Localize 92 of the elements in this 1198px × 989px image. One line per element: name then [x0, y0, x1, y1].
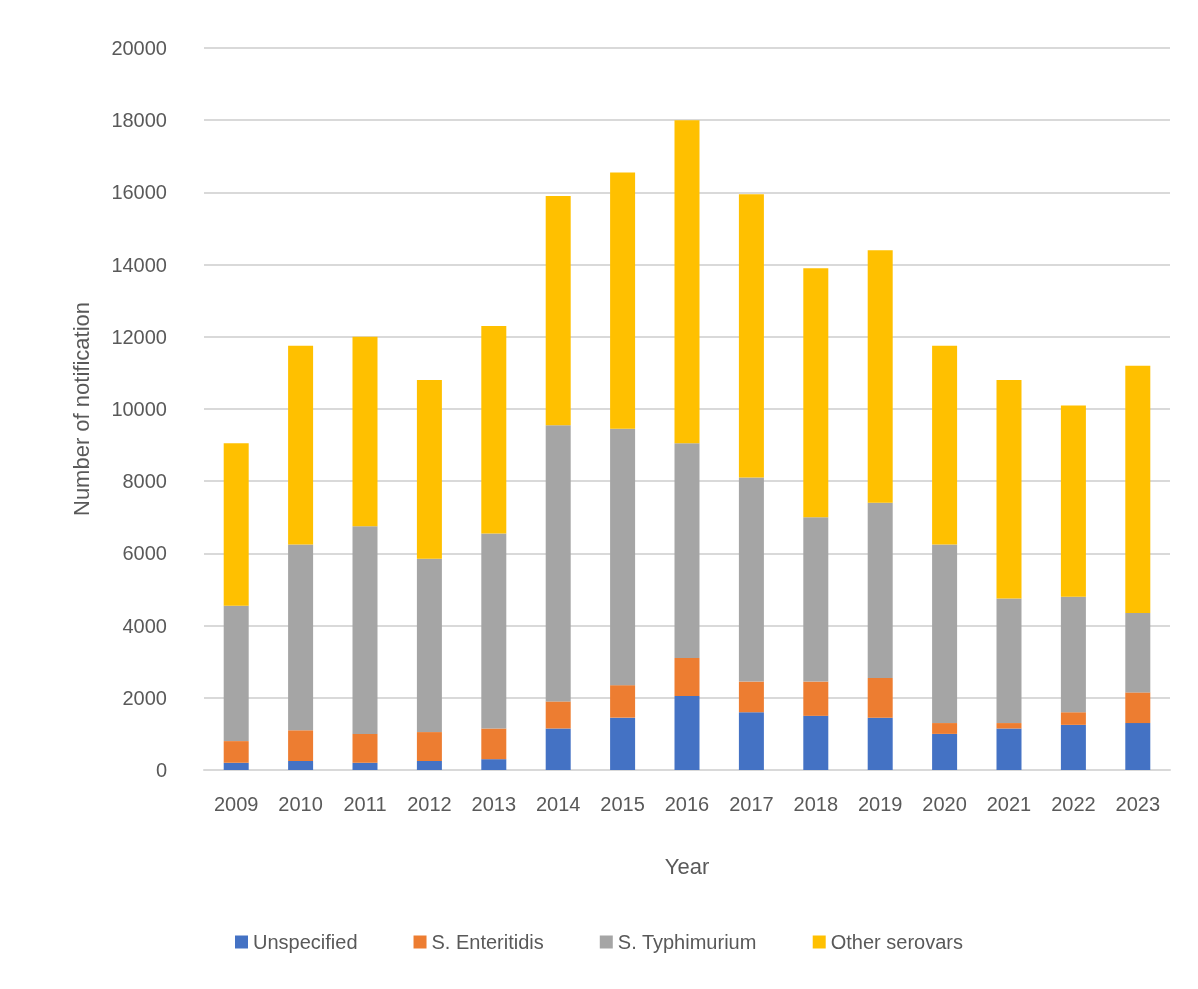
bar — [996, 598, 1022, 724]
bar — [610, 172, 636, 429]
bar — [1125, 365, 1151, 613]
x-tick-label: 2019 — [857, 793, 903, 815]
bar — [674, 443, 700, 659]
bar — [803, 268, 829, 518]
bar — [416, 380, 442, 559]
bar — [932, 733, 958, 770]
bar — [803, 715, 829, 770]
bar — [352, 762, 378, 770]
bar — [674, 120, 700, 444]
y-axis-title: Number of notification — [68, 302, 94, 516]
bar — [738, 477, 764, 682]
bar — [867, 677, 893, 718]
bar — [1060, 405, 1086, 597]
y-tick-label: 14000 — [111, 253, 167, 276]
bar — [996, 723, 1022, 729]
bar — [867, 250, 893, 503]
x-tick-label: 2014 — [535, 793, 581, 815]
y-tick-label: 2000 — [122, 686, 167, 709]
x-tick-label: 2018 — [793, 793, 839, 815]
bar — [1060, 712, 1086, 725]
bar — [545, 196, 571, 426]
y-tick-label: 4000 — [122, 614, 167, 637]
legend-label: Unspecified — [253, 931, 358, 953]
bar — [545, 701, 571, 729]
y-tick-label: 8000 — [122, 470, 167, 493]
bar — [996, 728, 1022, 770]
x-tick-label: 2012 — [407, 793, 452, 815]
bar — [352, 526, 378, 734]
y-tick-label: 0 — [155, 759, 167, 781]
x-tick-label: 2015 — [600, 793, 645, 815]
bar — [481, 728, 507, 760]
bar — [223, 605, 249, 742]
bar — [545, 425, 571, 702]
bar — [481, 759, 507, 770]
bar — [481, 533, 507, 729]
x-axis-title: Year — [664, 853, 710, 879]
bar — [803, 681, 829, 716]
bar — [1125, 612, 1151, 693]
bar — [223, 741, 249, 763]
bar — [1125, 723, 1151, 770]
bar — [738, 194, 764, 478]
bar — [223, 443, 249, 606]
y-tick-label: 6000 — [122, 542, 167, 565]
x-tick-label: 2021 — [986, 793, 1032, 815]
x-tick-label: 2016 — [664, 793, 710, 815]
x-tick-label: 2023 — [1115, 793, 1161, 815]
y-tick-label: 18000 — [111, 109, 167, 132]
bar — [610, 428, 636, 686]
bar — [932, 345, 958, 545]
bar — [674, 658, 700, 696]
bar — [996, 380, 1022, 599]
bar — [288, 730, 314, 761]
x-tick-label: 2013 — [471, 793, 517, 815]
bar — [932, 544, 958, 724]
bar — [738, 712, 764, 770]
bar — [1125, 692, 1151, 724]
x-tick-label: 2011 — [343, 793, 387, 815]
bar — [416, 732, 442, 761]
bar — [223, 762, 249, 770]
x-tick-label: 2022 — [1051, 793, 1096, 815]
legend-label: S. Typhimurium — [617, 931, 757, 953]
bar — [352, 336, 378, 527]
x-tick-label: 2017 — [729, 793, 774, 815]
bar — [1060, 724, 1086, 770]
y-tick-label: 10000 — [111, 398, 167, 420]
bar — [416, 760, 442, 770]
bar — [352, 733, 378, 763]
bar — [867, 502, 893, 678]
bar — [803, 517, 829, 682]
x-tick-label: 2020 — [922, 793, 967, 815]
bar — [932, 723, 958, 734]
bar — [288, 760, 314, 770]
y-tick-label: 16000 — [111, 181, 167, 204]
bar — [481, 325, 507, 534]
bar — [610, 717, 636, 770]
bar — [1060, 596, 1086, 713]
bar — [288, 544, 314, 731]
bar — [288, 345, 314, 545]
bar — [674, 696, 700, 770]
x-tick-label: 2010 — [278, 793, 323, 815]
bar — [416, 558, 442, 733]
bar — [545, 728, 571, 770]
y-tick-label: 20000 — [111, 37, 167, 59]
bar — [867, 717, 893, 770]
legend-label: Other serovars — [830, 931, 963, 953]
y-tick-label: 12000 — [111, 325, 167, 348]
bar — [738, 681, 764, 713]
legend-label: S. Enteritidis — [431, 931, 544, 953]
bar — [610, 685, 636, 718]
x-tick-label: 2009 — [213, 793, 259, 815]
